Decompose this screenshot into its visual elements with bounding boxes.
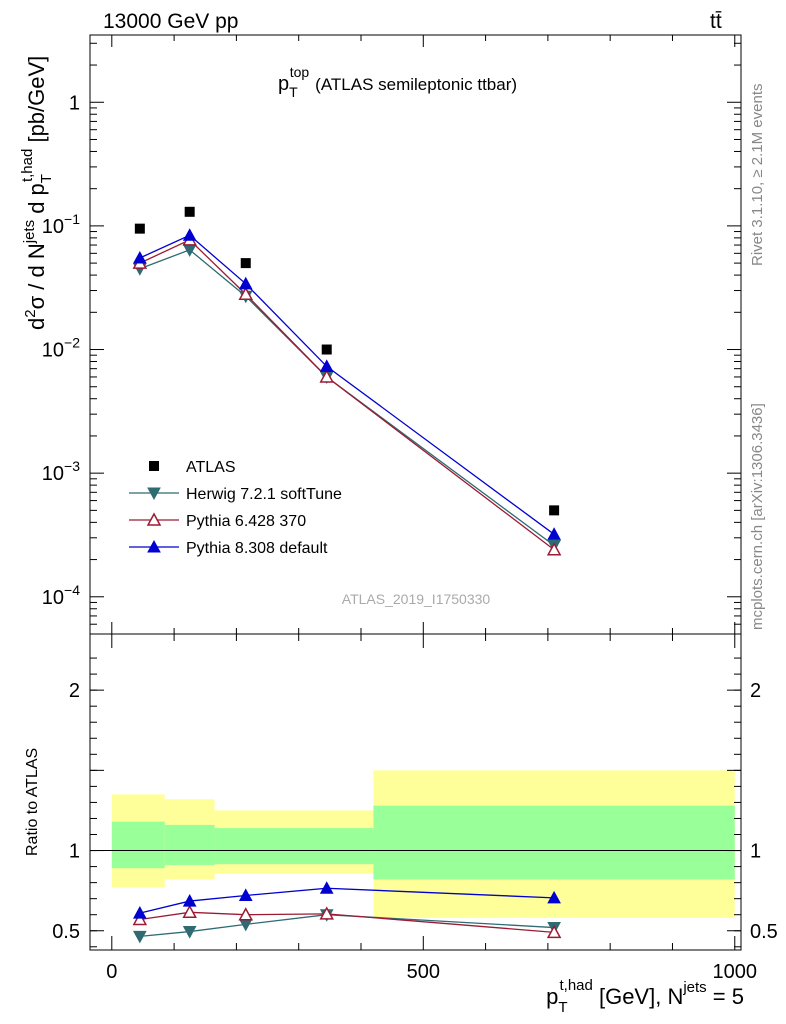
- point-atlas: [184, 206, 195, 217]
- point-pythia-6-428-370: [238, 286, 254, 300]
- y-tick-label: 10−1: [42, 211, 80, 238]
- ratio-y-tick-label-right: 1: [750, 841, 761, 863]
- title-sub: T: [289, 84, 298, 100]
- ratio-point-pythia-8-308-default: [182, 894, 197, 907]
- legend-label-atlas: ATLAS: [186, 459, 236, 476]
- point-pythia-8-308-default: [319, 359, 334, 372]
- rivet-version-text: Rivet 3.1.10, ≥ 2.1M events: [749, 84, 766, 267]
- energy-label: 13000 GeV pp: [103, 10, 238, 33]
- ratio-y-axis-label: Ratio to ATLAS: [24, 748, 41, 856]
- ratio-point-pythia-8-308-default: [319, 881, 334, 894]
- legend: ATLAS Herwig 7.2.1 softTune Pythia 6.428 3…: [129, 459, 342, 557]
- ratio-line-herwig-7-2-1-softtune: [139, 914, 555, 938]
- legend-marker-pythia-6-428-370: [146, 512, 162, 526]
- point-pythia-8-308-default: [182, 228, 197, 241]
- process-label: tt̄: [710, 10, 722, 33]
- ratio-point-pythia-6-428-370: [238, 907, 254, 921]
- ratio-axis-ticks: 0.5 0.5 1 1 2 2 0 500 1000: [52, 634, 778, 983]
- legend-label-pythia-8-308-default: Pythia 8.308 default: [186, 540, 328, 557]
- legend-marker-herwig-7-2-1-softtune: [147, 487, 161, 501]
- x-axis-label: pTt,had [GeV], Njets = 5: [546, 977, 744, 1016]
- ratio-y-tick-label-right: 2: [750, 680, 761, 702]
- point-atlas: [240, 258, 251, 269]
- y-tick-label: 10−2: [42, 335, 80, 362]
- point-pythia-8-308-default: [238, 276, 253, 290]
- point-atlas: [134, 223, 145, 234]
- x-tick-label: 1000: [713, 961, 758, 983]
- ratio-point-pythia-6-428-370: [546, 924, 562, 939]
- ratio-point-pythia-8-308-default: [238, 888, 253, 901]
- legend-marker-atlas: [149, 461, 159, 471]
- legend-label-pythia-6-428-370: Pythia 6.428 370: [186, 513, 306, 530]
- point-atlas: [321, 344, 332, 355]
- main-panel-marks: [132, 206, 562, 556]
- legend-marker-pythia-8-308-default: [147, 539, 161, 553]
- ratio-panel-marks: [132, 881, 562, 944]
- point-pythia-8-308-default: [132, 250, 147, 264]
- green-band: [111, 821, 165, 869]
- series-line-pythia-6-428-370: [139, 239, 555, 551]
- ratio-point-pythia-6-428-370: [319, 906, 334, 920]
- point-pythia-6-428-370: [319, 369, 334, 383]
- ratio-panel-frame: [89, 633, 742, 951]
- x-tick-label: 500: [407, 961, 440, 983]
- legend-label-herwig-7-2-1-softtune: Herwig 7.2.1 softTune: [186, 486, 342, 503]
- ratio-point-pythia-8-308-default: [132, 906, 147, 919]
- main-y-axis-ticks: 1 10−1 10−2 10−3 10−4: [42, 35, 741, 635]
- green-band: [164, 824, 215, 865]
- main-y-axis-label: d2σ / d Njets d pTt,had [pb/GeV]: [19, 56, 55, 330]
- green-band: [373, 805, 735, 880]
- ratio-point-pythia-6-428-370: [182, 904, 197, 919]
- ratio-uncertainty-bands: [111, 770, 735, 918]
- y-tick-label: 10−3: [42, 458, 80, 485]
- y-tick-label: 10−4: [42, 582, 80, 609]
- ratio-y-tick-label-left: 0.5: [52, 921, 80, 943]
- point-pythia-6-428-370: [546, 542, 562, 556]
- ratio-y-tick-label-right: 0.5: [750, 921, 778, 943]
- ratio-y-tick-label-left: 2: [69, 680, 80, 702]
- ratio-point-herwig-7-2-1-softtune: [182, 926, 197, 939]
- mcplots-text: mcplots.cern.ch [arXiv:1306.3436]: [749, 403, 766, 630]
- ratio-point-herwig-7-2-1-softtune: [132, 930, 147, 944]
- point-pythia-8-308-default: [547, 527, 561, 540]
- analysis-watermark: ATLAS_2019_I1750330: [342, 591, 491, 607]
- x-tick-label: 0: [106, 961, 117, 983]
- y-tick-label: 1: [69, 92, 80, 114]
- green-band: [214, 828, 374, 865]
- ratio-point-pythia-8-308-default: [547, 890, 561, 904]
- ratio-y-tick-label-left: 1: [69, 841, 80, 863]
- title-rest: (ATLAS semileptonic ttbar): [315, 75, 517, 94]
- point-herwig-7-2-1-softtune: [182, 244, 197, 257]
- ratio-point-pythia-6-428-370: [132, 911, 148, 926]
- title-main: p: [278, 73, 289, 95]
- title-sup: top: [290, 64, 310, 80]
- point-atlas: [549, 505, 560, 516]
- main-title: pTtop (ATLAS semileptonic ttbar): [278, 64, 517, 100]
